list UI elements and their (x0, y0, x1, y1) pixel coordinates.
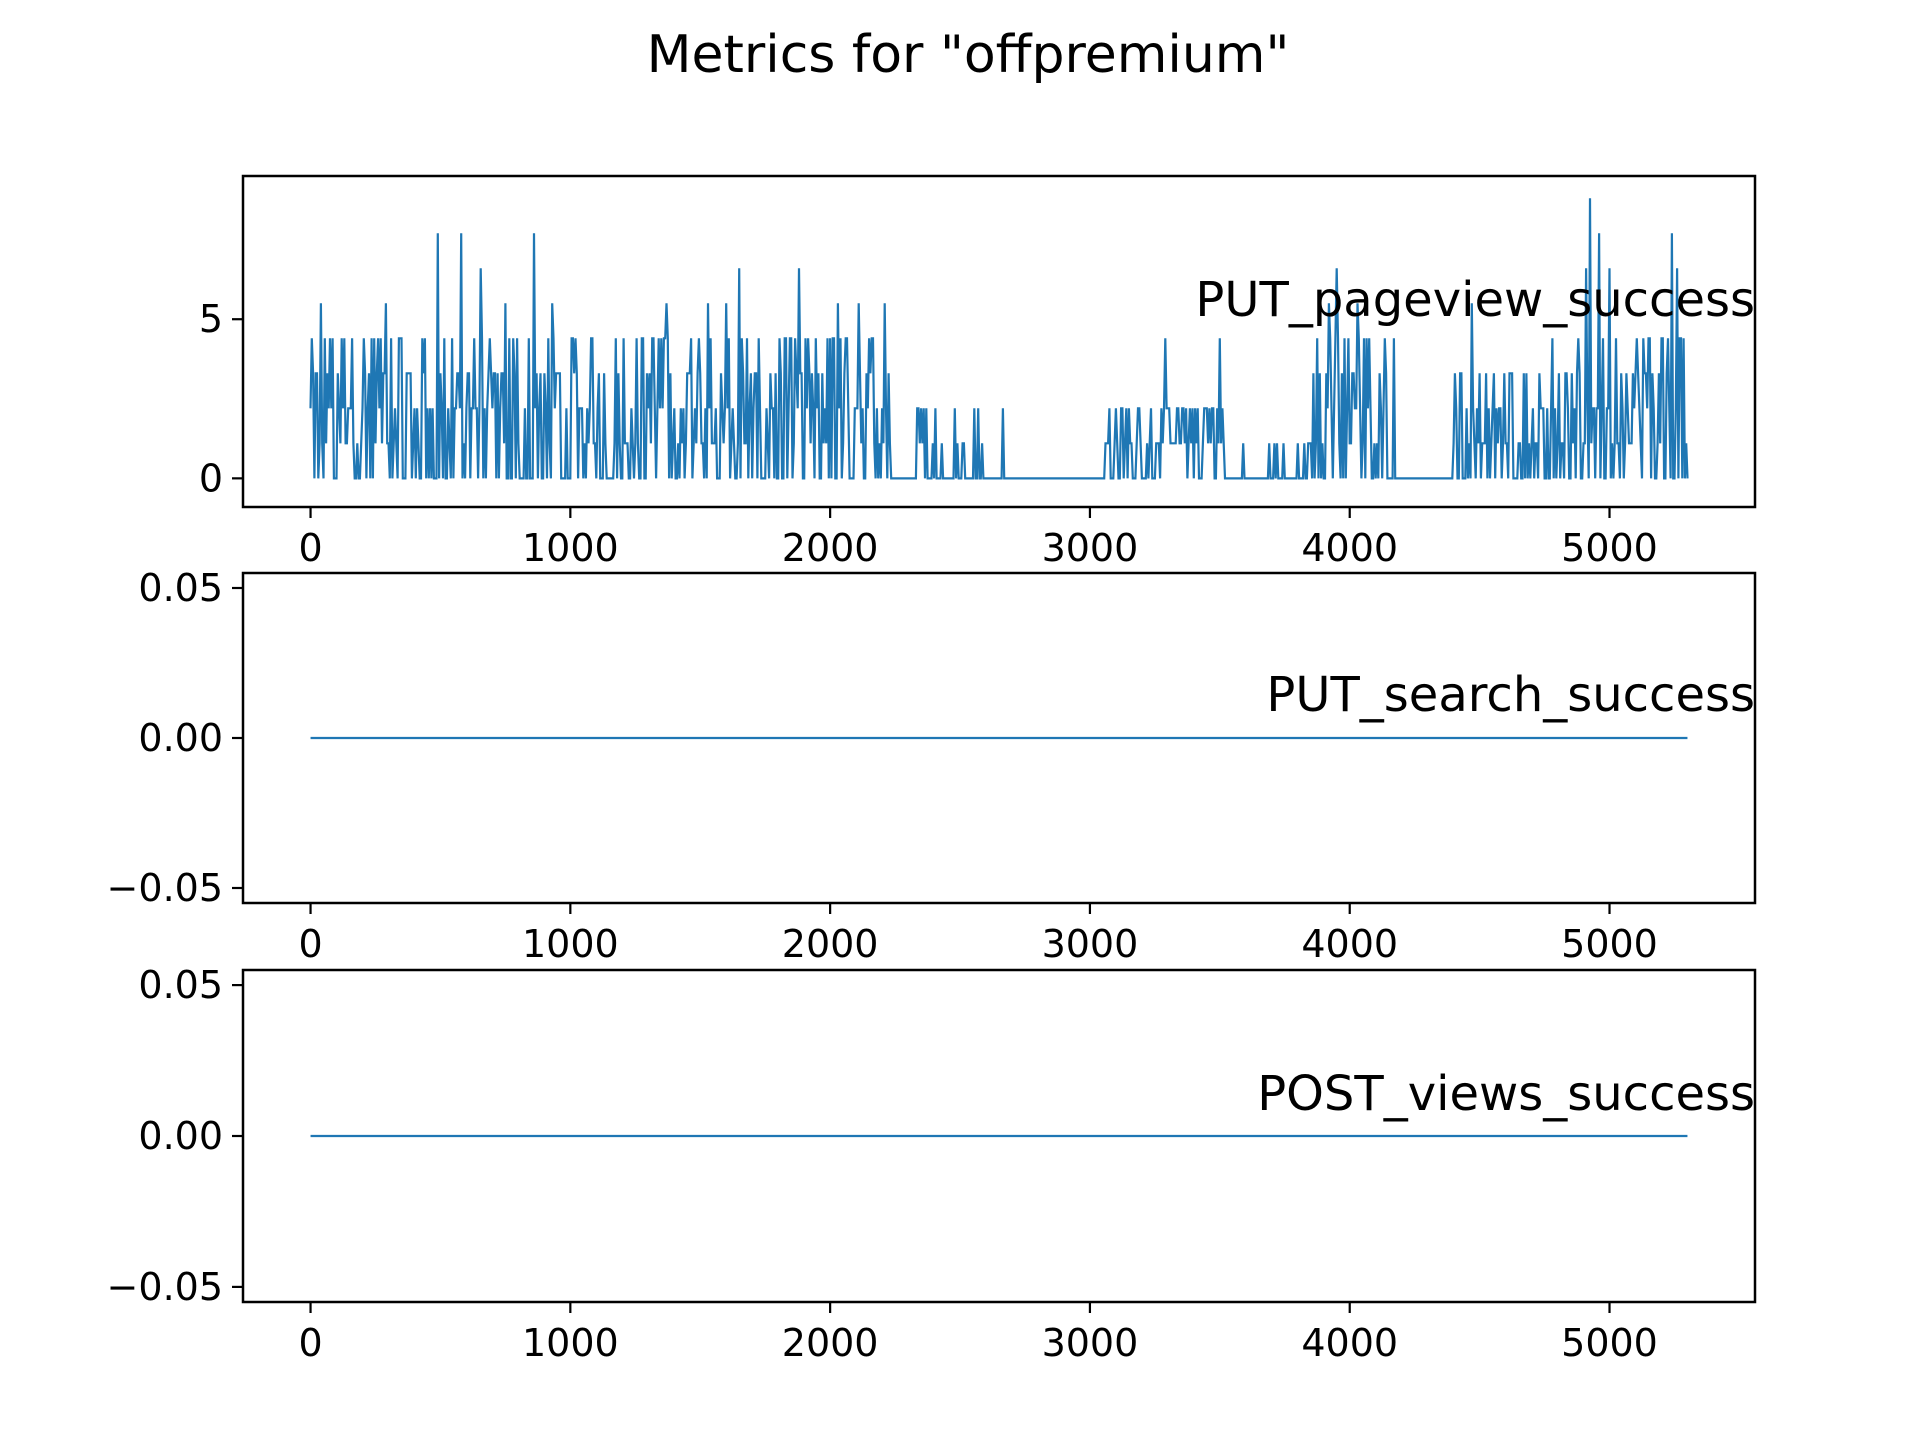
series-label: PUT_search_success (1266, 667, 1755, 723)
x-tick-label: 0 (298, 526, 322, 570)
axis-ticks: 0 1000 2000 3000 4000 5000 0 5 (199, 297, 1658, 570)
x-tick-label: 4000 (1301, 1321, 1398, 1365)
panel-post-views: 0 1000 2000 3000 4000 5000 −0.05 0.00 0.05 POST_… (107, 963, 1757, 1365)
x-tick-label: 1000 (522, 1321, 619, 1365)
x-tick-label: 0 (298, 1321, 322, 1365)
x-tick-label: 3000 (1042, 526, 1139, 570)
series-line (309, 198, 1689, 480)
x-tick-label: 2000 (782, 1321, 879, 1365)
y-tick-label: 0.05 (138, 963, 223, 1007)
series-label: PUT_pageview_success (1195, 272, 1755, 328)
axis-ticks: 0 1000 2000 3000 4000 5000 −0.05 0.00 0.05 (107, 566, 1658, 966)
x-tick-label: 2000 (782, 922, 879, 966)
x-tick-label: 3000 (1042, 1321, 1139, 1365)
panel-put-pageview: 0 1000 2000 3000 4000 5000 0 5 PUT_pageview_suc… (199, 174, 1757, 570)
plot-frame (241, 174, 1757, 509)
y-tick-label: 0 (199, 456, 223, 500)
x-tick-label: 1000 (522, 526, 619, 570)
x-tick-label: 4000 (1301, 526, 1398, 570)
figure-title: Metrics for "offpremium" (647, 25, 1290, 85)
panel-put-search: 0 1000 2000 3000 4000 5000 −0.05 0.00 0.05 PUT_s… (107, 566, 1757, 966)
x-tick-label: 3000 (1042, 922, 1139, 966)
y-tick-label: −0.05 (107, 1265, 223, 1309)
y-tick-label: 0.00 (138, 716, 223, 760)
x-tick-label: 5000 (1561, 526, 1658, 570)
y-tick-label: −0.05 (107, 866, 223, 910)
y-tick-label: 0.05 (138, 566, 223, 610)
axis-ticks: 0 1000 2000 3000 4000 5000 −0.05 0.00 0.05 (107, 963, 1658, 1365)
x-tick-label: 1000 (522, 922, 619, 966)
x-tick-label: 5000 (1561, 922, 1658, 966)
x-tick-label: 5000 (1561, 1321, 1658, 1365)
series-label: POST_views_success (1257, 1066, 1755, 1122)
x-tick-label: 0 (298, 922, 322, 966)
y-tick-label: 0.00 (138, 1114, 223, 1158)
x-tick-label: 4000 (1301, 922, 1398, 966)
series-put-pageview (309, 198, 1689, 480)
y-tick-label: 5 (199, 297, 223, 341)
x-tick-label: 2000 (782, 526, 879, 570)
